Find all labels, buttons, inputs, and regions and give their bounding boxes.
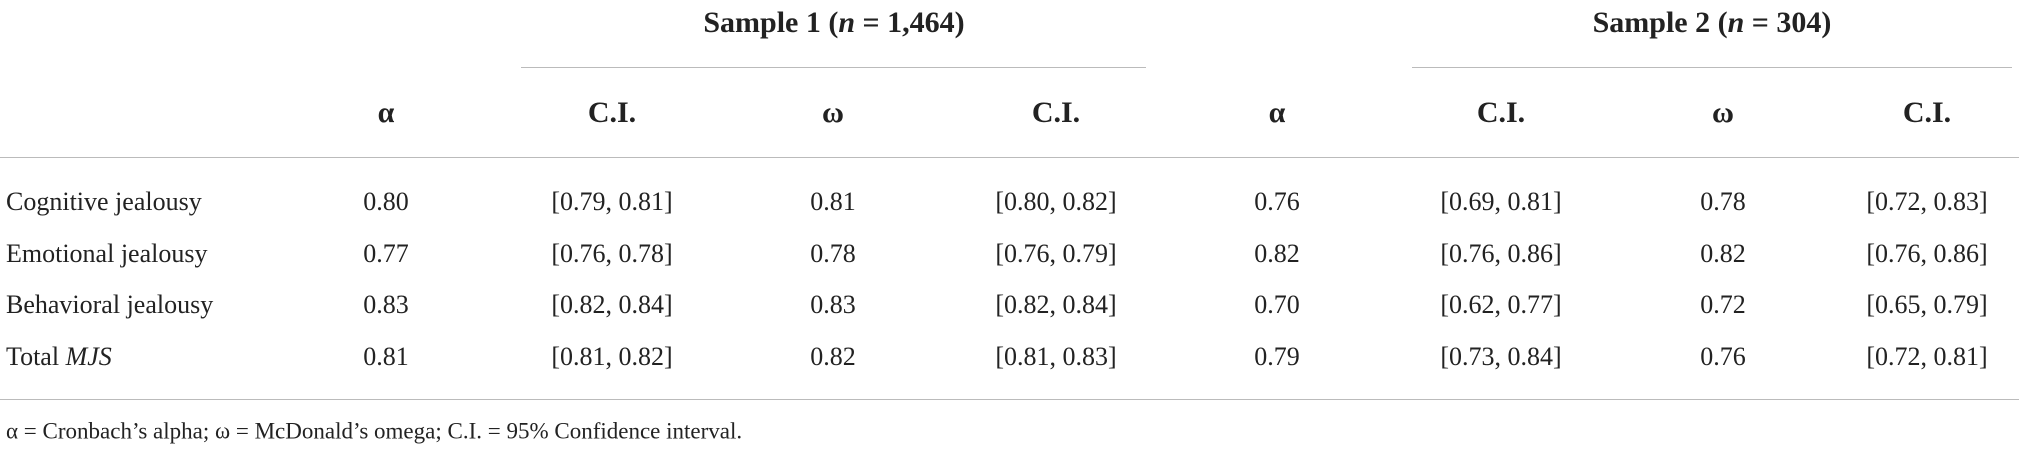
cell: 0.82: [810, 342, 856, 371]
cell: 0.70: [1254, 290, 1300, 319]
cell: [0.82, 0.84]: [551, 290, 673, 319]
cell: 0.77: [363, 239, 409, 268]
row-label: Cognitive jealousy: [6, 189, 202, 215]
cell: 0.82: [1700, 239, 1746, 268]
cell: [0.76, 0.79]: [995, 239, 1117, 268]
group-header: Sample 2 (n = 304): [1593, 8, 1832, 38]
cell: [0.76, 0.86]: [1866, 239, 1988, 268]
cell: [0.72, 0.81]: [1866, 342, 1988, 371]
group-header: Sample 1 (n = 1,464): [703, 8, 964, 38]
text: n: [1727, 6, 1745, 39]
cell: 0.76: [1254, 187, 1300, 216]
cell: 0.72: [1700, 290, 1746, 319]
cell: 0.83: [810, 290, 856, 319]
footnote: α = Cronbach’s alpha; ω = McDonald’s ome…: [6, 418, 743, 444]
column-header: α: [377, 96, 395, 129]
cell: 0.76: [1700, 342, 1746, 371]
bottom-rule: [0, 399, 2019, 400]
cell: [0.76, 0.86]: [1440, 239, 1562, 268]
cell: [0.81, 0.82]: [551, 342, 673, 371]
group-rule: [521, 67, 1146, 68]
text: Behavioral jealousy: [6, 290, 214, 319]
text: n: [838, 6, 856, 39]
column-header: α: [1268, 96, 1286, 129]
text: Sample 2 (: [1592, 6, 1728, 39]
row-label: Emotional jealousy: [6, 241, 207, 267]
cell: 0.82: [1254, 239, 1300, 268]
row-label: Total MJS: [6, 344, 112, 370]
cell: [0.80, 0.82]: [995, 187, 1117, 216]
column-header: C.I.: [1902, 96, 1952, 129]
cell: 0.79: [1254, 342, 1300, 371]
column-header: C.I.: [1476, 96, 1526, 129]
cell: 0.78: [1700, 187, 1746, 216]
text: Emotional jealousy: [6, 239, 208, 268]
cell: [0.72, 0.83]: [1866, 187, 1988, 216]
text: = 304): [1744, 6, 1832, 39]
text: Total: [6, 342, 66, 371]
cell: [0.81, 0.83]: [995, 342, 1117, 371]
row-label: Behavioral jealousy: [6, 292, 213, 318]
cell: [0.73, 0.84]: [1440, 342, 1562, 371]
group-rule: [1412, 67, 2012, 68]
cell: 0.81: [363, 342, 409, 371]
cell: [0.79, 0.81]: [551, 187, 673, 216]
text: MJS: [65, 342, 112, 371]
text: = 1,464): [855, 6, 965, 39]
text: Sample 1 (: [703, 6, 839, 39]
cell: [0.82, 0.84]: [995, 290, 1117, 319]
cell: 0.83: [363, 290, 409, 319]
cell: [0.76, 0.78]: [551, 239, 673, 268]
cell: [0.69, 0.81]: [1440, 187, 1562, 216]
cell: [0.62, 0.77]: [1440, 290, 1562, 319]
column-header: C.I.: [1031, 96, 1081, 129]
cell: 0.80: [363, 187, 409, 216]
cell: [0.65, 0.79]: [1866, 290, 1988, 319]
cell: 0.81: [810, 187, 856, 216]
text: Cognitive jealousy: [6, 187, 202, 216]
column-header: ω: [822, 96, 844, 129]
column-header: ω: [1712, 96, 1734, 129]
cell: 0.78: [810, 239, 856, 268]
header-rule: [0, 157, 2019, 158]
column-header: C.I.: [587, 96, 637, 129]
